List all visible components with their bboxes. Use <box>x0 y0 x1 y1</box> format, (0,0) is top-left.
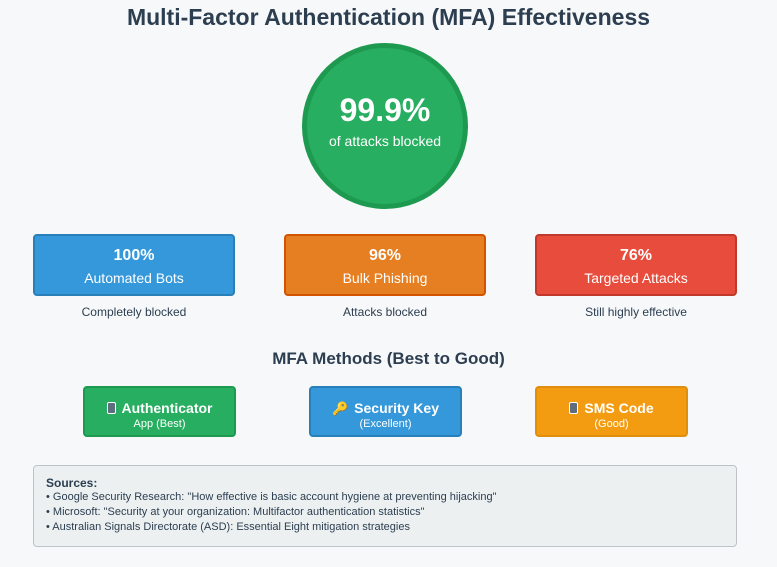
sources-box: Sources: • Google Security Research: "Ho… <box>33 465 737 547</box>
page-title: Multi-Factor Authentication (MFA) Effect… <box>126 4 651 30</box>
method-name: Authenticator <box>121 400 213 416</box>
stat-label: Targeted Attacks <box>584 270 688 286</box>
phone-icon <box>569 402 579 414</box>
stat-label: Automated Bots <box>84 270 184 286</box>
phone-icon <box>106 402 116 414</box>
effectiveness-circle: 99.9% of attacks blocked <box>302 43 468 209</box>
stat-note: Still highly effective <box>585 305 687 319</box>
stat-label: Bulk Phishing <box>342 270 428 286</box>
method-name: SMS Code <box>584 400 654 416</box>
stat-value: 76% <box>619 247 653 264</box>
method-name: Security Key <box>354 400 439 416</box>
effectiveness-value: 99.9% <box>339 92 431 128</box>
stat-value: 96% <box>368 247 402 264</box>
method-note: (Excellent) <box>359 418 412 430</box>
methods-title: MFA Methods (Best to Good) <box>272 349 505 368</box>
stat-value: 100% <box>113 247 155 264</box>
effectiveness-caption: of attacks blocked <box>328 133 442 149</box>
method-card-security-key: 🔑 Security Key (Excellent) <box>309 386 462 437</box>
stat-note: Completely blocked <box>81 305 187 319</box>
method-note: App (Best) <box>133 418 186 430</box>
stat-card-automated-bots: 100% Automated Bots <box>33 234 235 296</box>
key-icon: 🔑 <box>331 401 349 416</box>
method-card-sms-code: SMS Code (Good) <box>535 386 688 437</box>
source-item: • Microsoft: "Security at your organizat… <box>46 506 425 518</box>
stat-card-bulk-phishing: 96% Bulk Phishing <box>284 234 486 296</box>
source-item: • Australian Signals Directorate (ASD): … <box>46 521 410 533</box>
stat-note: Attacks blocked <box>342 305 428 319</box>
method-note: (Good) <box>594 418 629 430</box>
source-item: • Google Security Research: "How effecti… <box>46 491 497 503</box>
sources-title: Sources: <box>46 476 98 490</box>
stat-card-targeted-attacks: 76% Targeted Attacks <box>535 234 737 296</box>
method-card-authenticator: Authenticator App (Best) <box>83 386 236 437</box>
